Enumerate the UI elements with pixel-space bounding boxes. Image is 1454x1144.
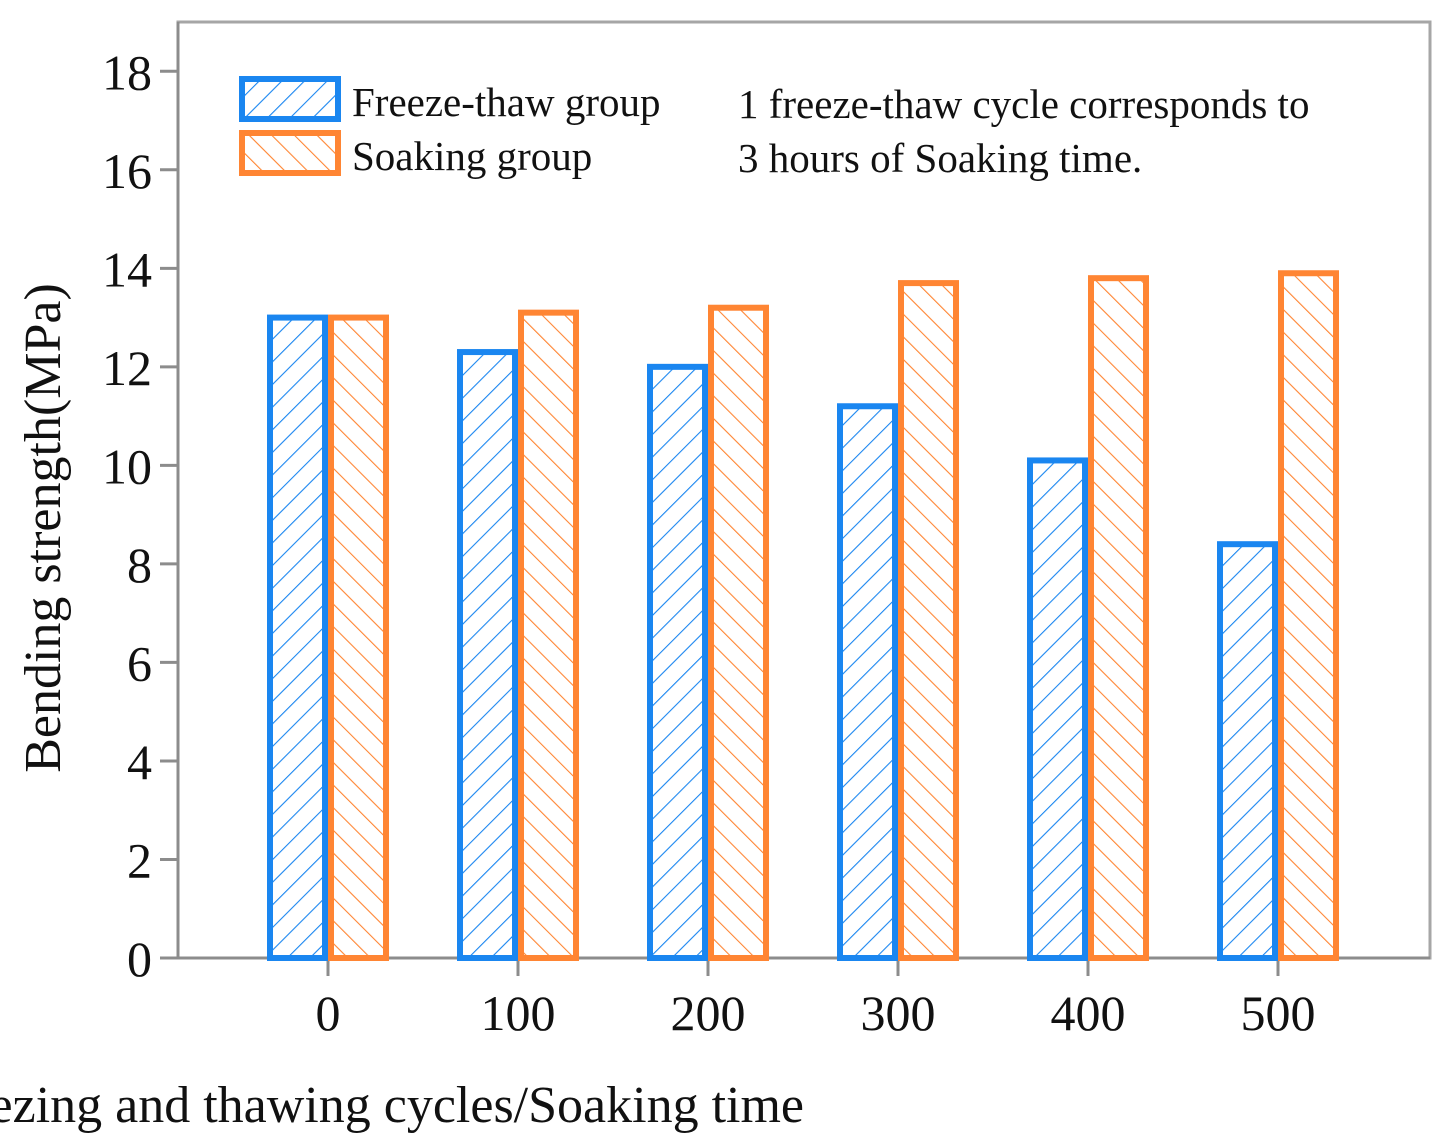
y-tick-label: 18 — [102, 44, 152, 100]
y-axis-ticks: 0 2 4 6 8 10 12 14 16 18 — [102, 44, 178, 987]
legend-swatch-soaking — [239, 130, 341, 176]
x-axis-ticks: 0 100 200 300 400 500 — [316, 958, 1316, 1041]
y-tick-label: 12 — [102, 340, 152, 396]
bar-freeze-thaw-100 — [457, 349, 518, 961]
y-tick-label: 14 — [102, 241, 152, 297]
y-tick-label: 8 — [127, 537, 152, 593]
x-axis-title: Numbers of freezing and thawing cycles/S… — [0, 1077, 804, 1134]
legend-label-freeze-thaw: Freeze-thaw group — [352, 79, 661, 125]
bar-freeze-thaw-0 — [267, 314, 328, 962]
y-tick-label: 6 — [127, 635, 152, 691]
bar-freeze-thaw-200 — [647, 363, 708, 961]
legend-swatch-freeze-thaw — [239, 76, 341, 122]
x-tick-label: 300 — [861, 985, 936, 1041]
y-tick-label: 16 — [102, 143, 152, 199]
x-tick-label: 0 — [316, 985, 341, 1041]
bar-freeze-thaw-300 — [837, 403, 898, 961]
y-tick-label: 10 — [102, 438, 152, 494]
bar-group — [267, 270, 1339, 962]
annotation-line-1: 1 freeze-thaw cycle corresponds to — [738, 81, 1309, 127]
y-axis-title: Bending strength(MPa) — [15, 283, 72, 773]
bar-soaking-400 — [1088, 275, 1149, 962]
x-tick-label: 500 — [1241, 985, 1316, 1041]
y-tick-label: 4 — [127, 734, 152, 790]
bar-soaking-100 — [518, 309, 579, 961]
annotation-line-2: 3 hours of Soaking time. — [738, 135, 1142, 181]
legend: Freeze-thaw group Soaking group — [239, 76, 661, 179]
x-tick-label: 200 — [671, 985, 746, 1041]
x-tick-label: 100 — [481, 985, 556, 1041]
bar-soaking-0 — [328, 314, 389, 962]
bar-soaking-300 — [898, 280, 959, 961]
bar-soaking-200 — [708, 304, 769, 961]
legend-label-soaking: Soaking group — [352, 133, 592, 179]
bar-soaking-500 — [1278, 270, 1339, 961]
bar-freeze-thaw-400 — [1027, 457, 1088, 961]
y-tick-label: 0 — [127, 931, 152, 987]
bar-freeze-thaw-500 — [1217, 541, 1278, 961]
x-tick-label: 400 — [1051, 985, 1126, 1041]
y-tick-label: 2 — [127, 832, 152, 888]
